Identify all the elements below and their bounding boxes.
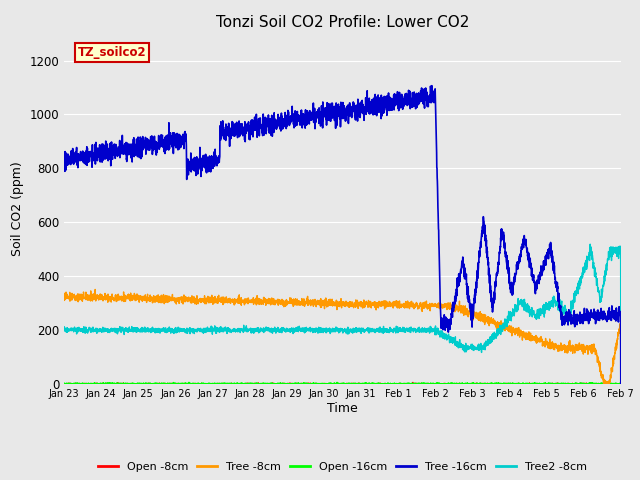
Tree -8cm bbox=[274, 296, 282, 302]
Tree2 -8cm bbox=[274, 327, 282, 333]
Open -16cm bbox=[298, 381, 306, 387]
Open -16cm bbox=[157, 381, 164, 387]
Tree -8cm bbox=[60, 294, 68, 300]
Tree2 -8cm bbox=[586, 241, 594, 247]
Tree2 -8cm bbox=[617, 381, 625, 387]
Tree -16cm bbox=[546, 246, 554, 252]
Line: Open -16cm: Open -16cm bbox=[64, 383, 621, 385]
Tree -8cm bbox=[92, 287, 99, 292]
Open -8cm bbox=[609, 383, 616, 388]
Tree -16cm bbox=[60, 150, 68, 156]
Tree -8cm bbox=[124, 294, 132, 300]
Open -8cm bbox=[60, 381, 68, 387]
Open -16cm bbox=[60, 380, 68, 386]
Tree -8cm bbox=[157, 298, 164, 303]
Tree -16cm bbox=[606, 316, 614, 322]
Tree2 -8cm bbox=[546, 304, 554, 310]
Open -8cm bbox=[274, 381, 282, 386]
Open -8cm bbox=[124, 381, 131, 387]
Open -8cm bbox=[546, 381, 554, 387]
Text: TZ_soilco2: TZ_soilco2 bbox=[78, 47, 147, 60]
Tree2 -8cm bbox=[606, 250, 614, 256]
Open -16cm bbox=[617, 381, 625, 387]
Title: Tonzi Soil CO2 Profile: Lower CO2: Tonzi Soil CO2 Profile: Lower CO2 bbox=[216, 15, 469, 30]
Open -16cm bbox=[606, 381, 614, 387]
Open -8cm bbox=[298, 382, 305, 387]
Open -8cm bbox=[606, 381, 614, 387]
Open -16cm bbox=[547, 382, 554, 387]
Line: Tree -16cm: Tree -16cm bbox=[64, 85, 621, 384]
Tree -16cm bbox=[157, 133, 164, 139]
Open -16cm bbox=[315, 383, 323, 388]
Tree -8cm bbox=[606, 379, 614, 385]
Tree -16cm bbox=[428, 83, 436, 88]
Tree2 -8cm bbox=[157, 327, 164, 333]
Line: Tree2 -8cm: Tree2 -8cm bbox=[64, 244, 621, 384]
Open -8cm bbox=[157, 381, 164, 387]
Tree -8cm bbox=[298, 296, 306, 301]
Open -16cm bbox=[274, 381, 282, 387]
Tree -8cm bbox=[600, 384, 608, 390]
Tree -16cm bbox=[124, 148, 131, 154]
Tree2 -8cm bbox=[298, 325, 305, 331]
Line: Tree -8cm: Tree -8cm bbox=[64, 289, 621, 387]
Open -16cm bbox=[185, 380, 193, 385]
Line: Open -8cm: Open -8cm bbox=[64, 382, 621, 385]
Open -8cm bbox=[409, 379, 417, 385]
Tree2 -8cm bbox=[124, 327, 131, 333]
Tree2 -8cm bbox=[60, 326, 68, 332]
Tree -16cm bbox=[274, 122, 282, 128]
Open -16cm bbox=[124, 381, 131, 386]
Y-axis label: Soil CO2 (ppm): Soil CO2 (ppm) bbox=[11, 161, 24, 256]
Tree -8cm bbox=[617, 381, 625, 387]
Tree -16cm bbox=[298, 114, 305, 120]
X-axis label: Time: Time bbox=[327, 402, 358, 415]
Open -8cm bbox=[617, 382, 625, 388]
Tree -8cm bbox=[546, 342, 554, 348]
Legend: Open -8cm, Tree -8cm, Open -16cm, Tree -16cm, Tree2 -8cm: Open -8cm, Tree -8cm, Open -16cm, Tree -… bbox=[94, 457, 591, 477]
Tree -16cm bbox=[617, 381, 625, 387]
